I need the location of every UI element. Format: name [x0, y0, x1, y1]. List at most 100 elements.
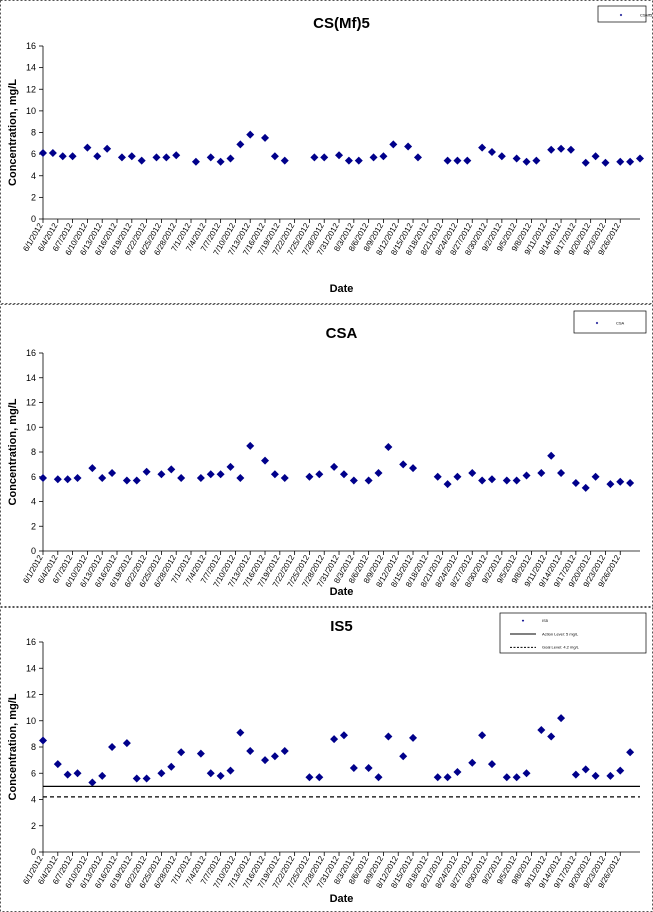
data-point — [108, 743, 117, 751]
data-point — [330, 735, 339, 744]
data-point — [557, 144, 566, 153]
data-point — [196, 749, 205, 758]
data-point — [601, 158, 610, 167]
data-point — [497, 152, 506, 161]
chart-csmf5: CS(Mf)502468101214166/1/20126/4/20126/7/… — [0, 0, 653, 304]
data-point — [339, 731, 348, 740]
legend-marker-swatch — [595, 321, 599, 325]
y-tick-label: 4 — [31, 497, 36, 507]
data-point — [216, 157, 225, 166]
data-point — [122, 739, 131, 748]
data-point — [206, 769, 215, 778]
y-tick-label: 12 — [26, 84, 36, 94]
data-point — [167, 465, 176, 474]
data-point — [162, 153, 171, 162]
y-tick-label: 2 — [31, 821, 36, 831]
data-point — [571, 770, 580, 779]
data-point — [172, 151, 181, 160]
data-point — [339, 470, 348, 479]
data-point — [453, 472, 462, 481]
chart-panel-is5: IS5 0 2 4 6 8 10 12 14 16 6/1/2012 6/4/2012 6/7/2012… — [0, 607, 653, 912]
y-axis-label: Concentration, mg/L — [7, 79, 19, 186]
data-point — [88, 778, 97, 787]
data-point — [246, 441, 255, 450]
y-tick-label: 0 — [31, 546, 36, 556]
data-point — [566, 145, 575, 154]
data-point — [132, 476, 141, 485]
data-point — [557, 469, 566, 478]
data-point — [73, 473, 82, 482]
data-point — [344, 156, 353, 165]
data-point — [270, 152, 279, 161]
data-point — [177, 748, 186, 757]
data-point — [399, 752, 408, 761]
y-tick-label: 12 — [26, 398, 36, 408]
data-point — [547, 451, 556, 460]
y-tick-label: 10 — [26, 716, 36, 726]
y-tick-label: 16 — [26, 41, 36, 51]
data-point — [98, 771, 107, 780]
data-point — [157, 470, 166, 479]
chart-panel-csa: CSA 0 2 4 6 8 10 12 14 16 6/1/2012 6/4/2012 6/7/2012… — [0, 304, 653, 607]
data-point — [73, 769, 82, 778]
y-axis-label: Concentration, mg/L — [7, 693, 19, 800]
legend-marker-swatch — [619, 13, 623, 17]
data-point — [616, 766, 625, 775]
data-point — [53, 475, 62, 484]
data-point — [39, 473, 47, 482]
data-point — [413, 153, 422, 162]
data-point — [236, 473, 245, 482]
data-point — [478, 143, 487, 152]
data-point — [616, 477, 625, 486]
legend-label: IS5 — [542, 618, 549, 623]
data-point — [132, 774, 141, 783]
data-point — [63, 475, 72, 484]
data-point — [167, 762, 176, 771]
y-tick-label: 14 — [26, 663, 36, 673]
data-point — [522, 471, 531, 480]
data-point — [305, 472, 314, 481]
y-tick-label: 12 — [26, 690, 36, 700]
data-point — [48, 149, 57, 158]
data-point — [53, 760, 62, 769]
data-point — [581, 158, 590, 167]
data-point — [626, 157, 635, 166]
data-point — [616, 157, 625, 166]
data-point — [468, 469, 477, 478]
data-point — [196, 473, 205, 482]
legend-marker-swatch — [521, 619, 525, 622]
y-tick-label: 16 — [26, 637, 36, 647]
data-point — [453, 156, 462, 165]
data-point — [384, 732, 393, 741]
data-point — [468, 758, 477, 767]
data-point — [487, 475, 496, 484]
data-point — [591, 472, 600, 481]
data-point — [433, 773, 442, 782]
data-point — [177, 473, 186, 482]
data-point — [103, 144, 112, 153]
data-point — [369, 153, 378, 162]
legend-label: Action Level: 5 mg/L — [542, 631, 579, 636]
data-point — [502, 476, 511, 485]
data-point — [127, 152, 136, 161]
data-point — [581, 765, 590, 774]
data-point — [226, 154, 235, 163]
data-point — [399, 460, 408, 469]
x-axis-label: Date — [330, 283, 354, 295]
data-point — [261, 756, 270, 765]
data-point — [404, 142, 413, 151]
data-point — [68, 152, 77, 161]
data-point — [261, 456, 270, 465]
data-point — [557, 714, 566, 723]
data-point — [226, 766, 235, 775]
data-point — [512, 476, 521, 485]
data-point — [453, 767, 462, 776]
data-point — [270, 752, 279, 761]
data-point — [537, 725, 546, 734]
legend-label: Goal Level: 4.2 mg/L — [542, 645, 580, 650]
y-axis-label: Concentration, mg/L — [7, 398, 19, 505]
y-tick-label: 6 — [31, 472, 36, 482]
data-point — [522, 769, 531, 778]
data-point — [409, 464, 418, 473]
data-point — [88, 464, 97, 473]
